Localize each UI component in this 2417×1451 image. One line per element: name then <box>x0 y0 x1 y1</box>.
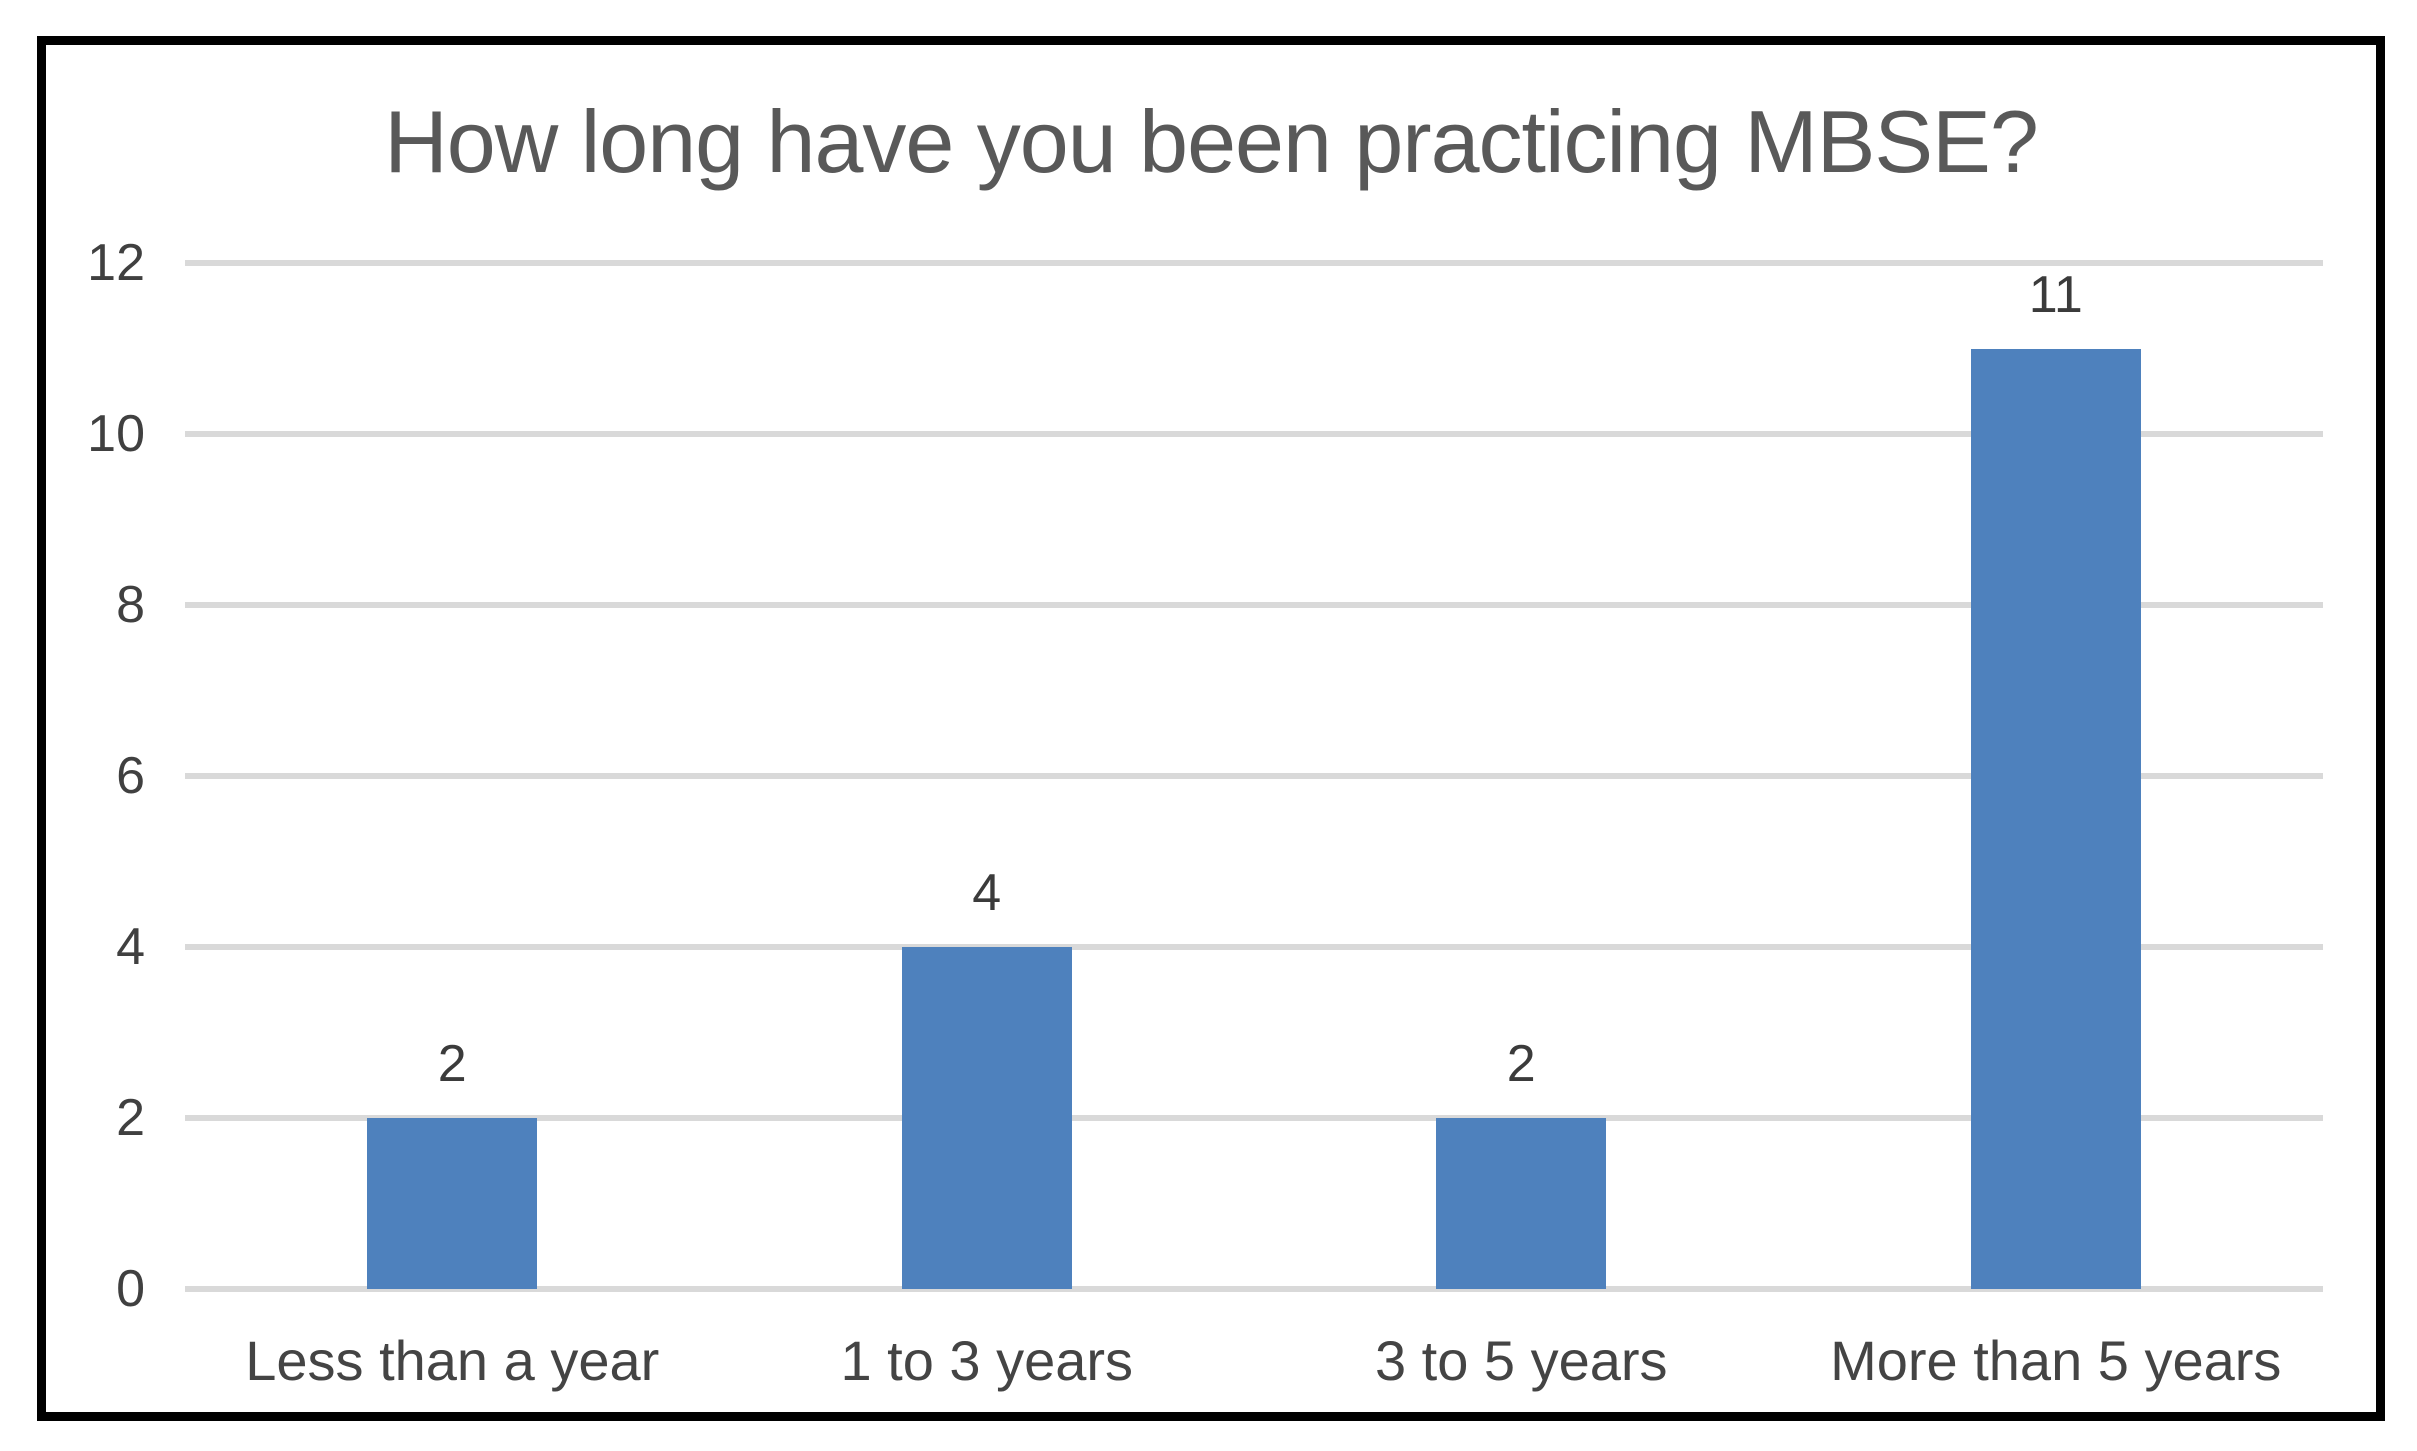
bar-less-than-a-year <box>367 1118 538 1289</box>
x-axis-category-label-less-than-a-year: Less than a year <box>245 1329 660 1392</box>
chart-title: How long have you been practicing MBSE? <box>384 92 2039 191</box>
bar-3-to-5-years <box>1436 1118 1607 1289</box>
bar-value-label-less-than-a-year: 2 <box>437 1035 467 1094</box>
y-axis-tick-label: 0 <box>116 1260 145 1318</box>
chart-frame: How long have you been practicing MBSE? … <box>37 36 2385 1421</box>
bar-more-than-5-years <box>1970 348 2141 1289</box>
y-axis-tick-label: 2 <box>116 1089 145 1147</box>
plot-area: 0 2 4 6 8 10 12 2 Less than a year 4 1 to 3 years 2… <box>87 237 2323 1389</box>
y-gridline-2 <box>185 1115 2323 1121</box>
y-gridline-12 <box>185 260 2323 266</box>
y-gridline-0 <box>185 1286 2323 1292</box>
bar-value-label-1-to-3-years: 4 <box>972 864 1002 923</box>
x-axis-category-label-more-than-5-years: More than 5 years <box>1830 1329 2282 1392</box>
x-axis-category-label-1-to-3-years: 1 to 3 years <box>840 1329 1134 1392</box>
y-axis-tick-label: 12 <box>87 234 145 292</box>
y-axis-tick-label: 10 <box>87 405 145 463</box>
bar-1-to-3-years <box>901 947 1072 1289</box>
y-axis-tick-label: 4 <box>116 918 145 976</box>
x-axis-category-label-3-to-5-years: 3 to 5 years <box>1374 1329 1668 1392</box>
y-gridline-4 <box>185 943 2323 950</box>
y-gridline-10 <box>185 430 2323 437</box>
y-axis-tick-label: 6 <box>116 747 145 805</box>
y-axis-tick-label: 8 <box>116 576 145 634</box>
bar-value-label-more-than-5-years: 11 <box>2028 265 2083 324</box>
y-gridline-8 <box>185 601 2323 608</box>
y-gridline-6 <box>185 773 2323 779</box>
bar-value-label-3-to-5-years: 2 <box>1506 1035 1536 1094</box>
